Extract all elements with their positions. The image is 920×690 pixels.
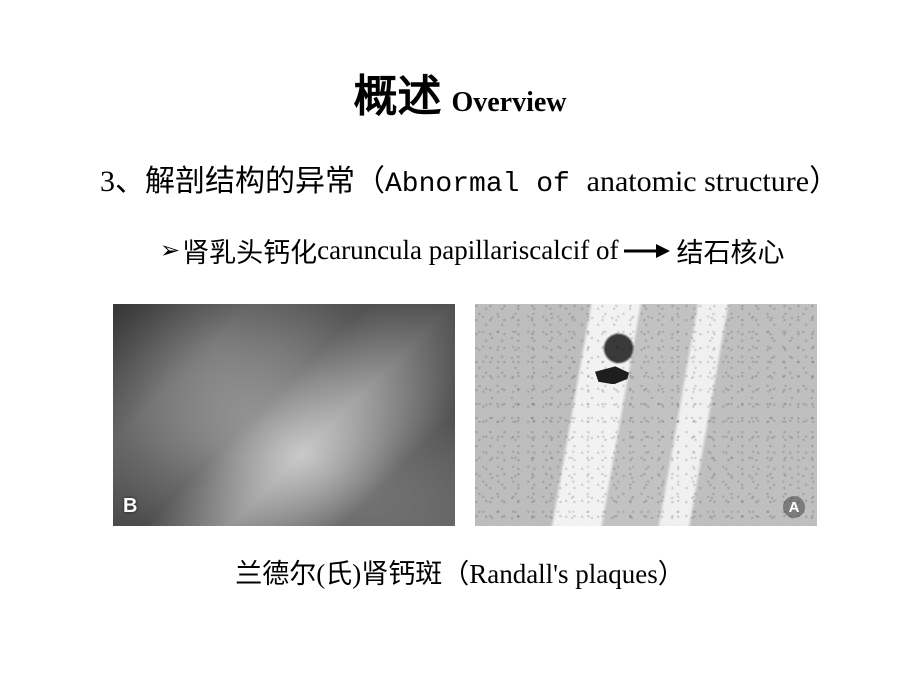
- caption-paren-close: ）: [658, 559, 685, 589]
- heading-zh: 解剖结构的异常: [145, 165, 355, 198]
- heading-paren-close: ）: [809, 165, 839, 198]
- slide: 概述 Overview 3、解剖结构的异常（Abnormal of anatom…: [0, 0, 920, 690]
- image-row: B A: [80, 304, 850, 526]
- caption-paren-open: （: [442, 559, 469, 589]
- heading-paren-open: （: [355, 165, 385, 198]
- figure-left-label: B: [123, 495, 137, 518]
- arrow-icon: [622, 241, 670, 261]
- title-en: Overview: [451, 87, 566, 118]
- section-heading: 3、解剖结构的异常（Abnormal of anatomic structure…: [100, 162, 850, 203]
- figure-caption: 兰德尔(氏)肾钙斑（Randall's plaques）: [70, 552, 850, 591]
- bullet-en: caruncula papillariscalcif of: [317, 235, 618, 266]
- title-zh: 概述: [353, 72, 441, 121]
- bullet-line: ➢ 肾乳头钙化caruncula papillariscalcif of 结石核…: [160, 231, 850, 270]
- slide-title: 概述 Overview: [70, 60, 850, 124]
- figure-left: B: [113, 304, 455, 526]
- heading-number: 3、: [100, 165, 145, 198]
- caption-en: Randall's plaques: [469, 559, 658, 589]
- bullet-zh-2: 结石核心: [676, 231, 784, 270]
- bullet-zh-1: 肾乳头钙化: [182, 231, 317, 270]
- heading-en-mono: Abnormal of: [385, 169, 587, 200]
- figure-right-label: A: [783, 496, 805, 518]
- bullet-marker-icon: ➢: [160, 236, 180, 265]
- heading-en: anatomic structure: [587, 165, 809, 198]
- figure-right: A: [475, 304, 817, 526]
- caption-zh: 兰德尔(氏)肾钙斑: [235, 559, 442, 589]
